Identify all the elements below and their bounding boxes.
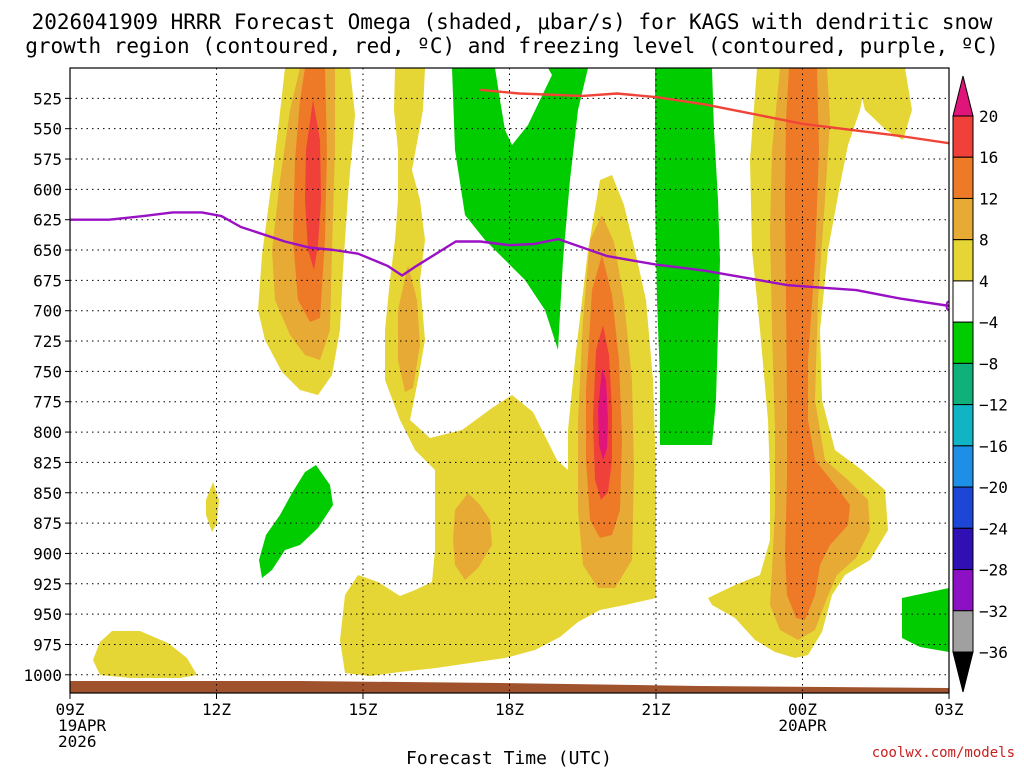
y-tick-label: 525 [33,89,62,108]
y-tick-label: 750 [33,362,62,381]
plot-area: 0 [70,68,953,693]
omega-region-magenta [598,368,608,460]
y-tick-label: 975 [33,635,62,654]
omega-region-orange [785,68,850,620]
omega-region-red [305,100,321,270]
y-tick-label: 775 [33,393,62,412]
x-year-label: 2026 [58,732,97,751]
omega-region-yellow [206,482,219,532]
colorbar-label: 8 [979,231,989,250]
omega-region-green [902,588,949,652]
colorbar-segment [952,486,974,529]
contour-label: 0 [945,299,953,315]
y-tick-label: 1000 [23,666,62,685]
colorbar-label: −24 [979,519,1008,538]
credit-text: coolwx.com/models [872,745,1015,761]
colorbar-segment [952,362,974,406]
colorbar-label: −8 [979,354,998,373]
x-tick-label: 03Z [935,700,964,719]
colorbar-label: −36 [979,643,1008,662]
y-tick-label: 900 [33,544,62,563]
colorbar-segment [952,321,974,364]
y-tick-label: 575 [33,150,62,169]
y-tick-label: 925 [33,575,62,594]
colorbar-segment [952,527,974,571]
colorbar-legend: 20 16 12 8 4 −4 −8 −12 −16 −20 −24 −28 −32 −36 [952,75,1008,693]
colorbar-label: 12 [979,189,998,208]
y-tick-label: 550 [33,120,62,139]
y-axis: 525 550 575 600 625 650 675 700 725 750 775 800 825 8… [23,89,70,685]
y-tick-label: 825 [33,453,62,472]
y-tick-label: 650 [33,241,62,260]
y-tick-label: 850 [33,484,62,503]
x-tick-label: 09Z [56,700,85,719]
colorbar-segment [952,445,974,488]
colorbar-segment [952,404,974,447]
x-tick-label: 15Z [349,700,378,719]
x-date-label: 20APR [778,716,827,735]
y-tick-label: 950 [33,605,62,624]
colorbar-segment [952,197,974,241]
colorbar-label: −16 [979,437,1008,456]
colorbar-segment [952,156,974,199]
omega-region-gold [453,493,492,580]
grid-lines [70,68,949,693]
omega-region-yellow [340,68,656,676]
x-tick-label: 00Z [788,700,817,719]
chart-title-line2: growth region (contoured, red, ºC) and f… [25,34,999,58]
y-tick-label: 675 [33,271,62,290]
colorbar-bottom-arrow [952,651,974,693]
y-tick-label: 600 [33,180,62,199]
colorbar-label: 16 [979,148,998,167]
colorbar-label: −20 [979,478,1008,497]
x-date-label: 19APR [58,716,107,735]
omega-region-green [655,68,720,445]
colorbar-top-arrow [952,75,974,117]
omega-region-yellow [93,631,197,678]
colorbar-segment [952,280,974,323]
colorbar-segment [952,239,974,282]
freezing-level-line [70,211,949,308]
ground-terrain [70,681,949,693]
x-tick-label: 12Z [202,700,231,719]
colorbar-label: 20 [979,107,998,126]
x-tick-label: 21Z [642,700,671,719]
omega-region-gold [398,265,420,392]
colorbar-segment [952,569,974,612]
omega-region-green [259,465,333,578]
y-tick-label: 625 [33,211,62,230]
x-axis-label: Forecast Time (UTC) [406,748,612,768]
colorbar-label: −4 [979,313,998,332]
chart-title-line1: 2026041909 HRRR Forecast Omega (shaded, … [32,10,993,34]
omega-region-yellow [855,68,912,140]
contour-lines: 0 [70,88,953,315]
omega-region-green [452,68,588,350]
colorbar-label: −28 [979,561,1008,580]
colorbar-label: −12 [979,396,1008,415]
colorbar-label: −32 [979,602,1008,621]
y-tick-label: 725 [33,332,62,351]
colorbar-segment [952,115,974,158]
y-tick-label: 875 [33,514,62,533]
colorbar-segment [952,610,974,653]
y-tick-label: 700 [33,302,62,321]
x-tick-label: 18Z [495,700,524,719]
colorbar-label: 4 [979,272,989,291]
y-tick-label: 800 [33,423,62,442]
dendritic-growth-line [480,88,949,145]
